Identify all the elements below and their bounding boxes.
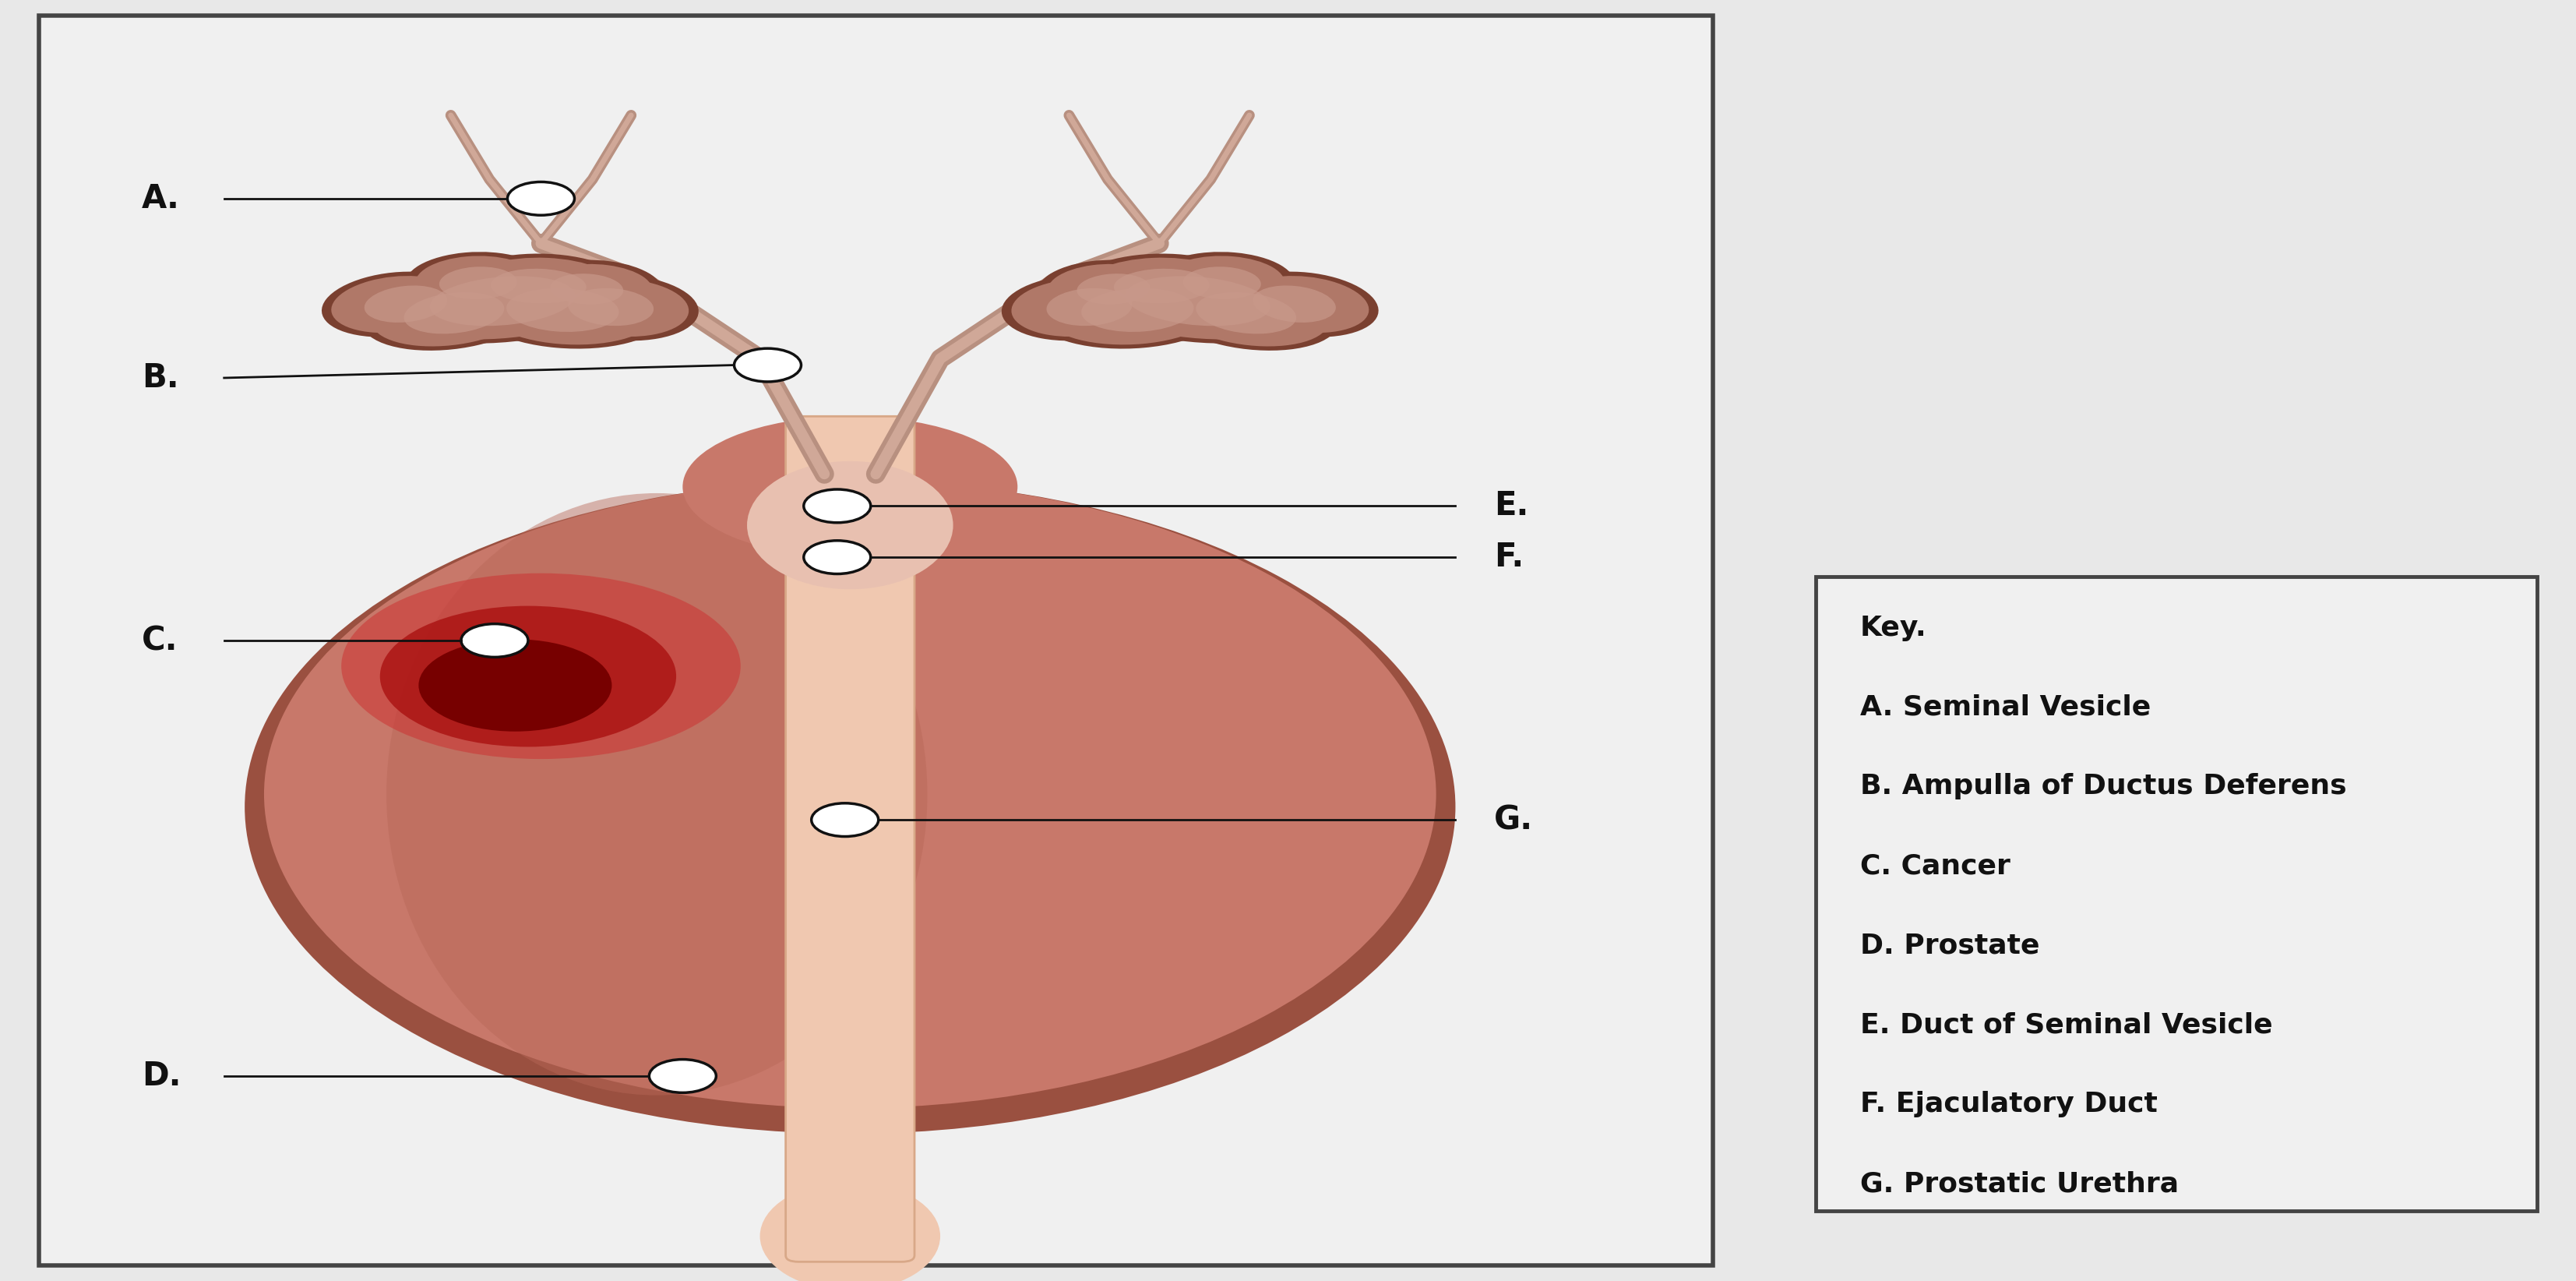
Ellipse shape: [332, 275, 459, 333]
Ellipse shape: [760, 1182, 940, 1281]
Ellipse shape: [1077, 274, 1149, 305]
Ellipse shape: [1036, 273, 1226, 348]
Ellipse shape: [263, 480, 1437, 1108]
Ellipse shape: [459, 254, 626, 315]
Ellipse shape: [1038, 260, 1170, 315]
Ellipse shape: [546, 274, 698, 341]
Circle shape: [734, 348, 801, 382]
Ellipse shape: [1043, 278, 1218, 345]
Text: D. Prostate: D. Prostate: [1860, 933, 2040, 958]
Ellipse shape: [1195, 292, 1296, 334]
Ellipse shape: [245, 480, 1455, 1134]
Ellipse shape: [1012, 279, 1144, 337]
Text: A.: A.: [142, 182, 180, 215]
Ellipse shape: [1242, 275, 1368, 333]
Ellipse shape: [1164, 278, 1340, 351]
Ellipse shape: [567, 288, 654, 325]
Ellipse shape: [1077, 259, 1319, 343]
Ellipse shape: [1252, 286, 1337, 323]
Text: G. Prostatic Urethra: G. Prostatic Urethra: [1860, 1171, 2179, 1196]
Ellipse shape: [1048, 264, 1159, 311]
Ellipse shape: [1082, 288, 1193, 332]
Ellipse shape: [1175, 282, 1329, 346]
Ellipse shape: [404, 292, 505, 334]
Ellipse shape: [683, 416, 1018, 557]
FancyBboxPatch shape: [1816, 576, 2537, 1211]
Ellipse shape: [415, 256, 536, 306]
Circle shape: [811, 803, 878, 836]
Text: D.: D.: [142, 1059, 180, 1093]
Circle shape: [649, 1059, 716, 1093]
Ellipse shape: [340, 574, 742, 758]
Circle shape: [804, 489, 871, 523]
Ellipse shape: [489, 269, 587, 304]
Text: F. Ejaculatory Duct: F. Ejaculatory Duct: [1860, 1091, 2156, 1117]
Ellipse shape: [1074, 254, 1242, 315]
Ellipse shape: [1126, 277, 1270, 325]
Ellipse shape: [551, 274, 623, 305]
Ellipse shape: [747, 461, 953, 589]
Ellipse shape: [531, 260, 662, 315]
Text: B.: B.: [142, 361, 178, 395]
Circle shape: [461, 624, 528, 657]
Text: G.: G.: [1494, 803, 1533, 836]
Ellipse shape: [1084, 257, 1231, 311]
Circle shape: [804, 541, 871, 574]
Ellipse shape: [1164, 256, 1285, 306]
Ellipse shape: [1002, 274, 1154, 341]
Ellipse shape: [361, 278, 536, 351]
Ellipse shape: [371, 282, 526, 346]
Ellipse shape: [1154, 252, 1296, 310]
Ellipse shape: [482, 278, 657, 345]
FancyBboxPatch shape: [786, 416, 914, 1262]
Ellipse shape: [381, 259, 623, 343]
Text: E. Duct of Seminal Vesicle: E. Duct of Seminal Vesicle: [1860, 1012, 2272, 1038]
Text: C.: C.: [142, 624, 178, 657]
Ellipse shape: [1182, 266, 1260, 300]
Ellipse shape: [1087, 263, 1309, 339]
Text: A. Seminal Vesicle: A. Seminal Vesicle: [1860, 694, 2151, 720]
Ellipse shape: [381, 606, 675, 747]
Ellipse shape: [404, 252, 546, 310]
Ellipse shape: [1113, 269, 1211, 304]
Text: C. Cancer: C. Cancer: [1860, 853, 2009, 879]
Text: Key.: Key.: [1860, 615, 1927, 640]
Ellipse shape: [556, 279, 688, 337]
Ellipse shape: [541, 264, 652, 311]
Text: B. Ampulla of Ductus Deferens: B. Ampulla of Ductus Deferens: [1860, 774, 2347, 799]
Ellipse shape: [386, 493, 927, 1095]
Ellipse shape: [417, 639, 613, 731]
Ellipse shape: [507, 288, 618, 332]
Ellipse shape: [363, 286, 448, 323]
Ellipse shape: [469, 257, 616, 311]
Ellipse shape: [440, 266, 518, 300]
FancyBboxPatch shape: [39, 15, 1713, 1266]
Ellipse shape: [474, 273, 665, 348]
Ellipse shape: [430, 277, 574, 325]
Circle shape: [507, 182, 574, 215]
Ellipse shape: [1231, 272, 1378, 337]
Text: E.: E.: [1494, 489, 1528, 523]
Text: F.: F.: [1494, 541, 1525, 574]
Ellipse shape: [1046, 288, 1133, 325]
Ellipse shape: [322, 272, 469, 337]
Ellipse shape: [392, 263, 613, 339]
